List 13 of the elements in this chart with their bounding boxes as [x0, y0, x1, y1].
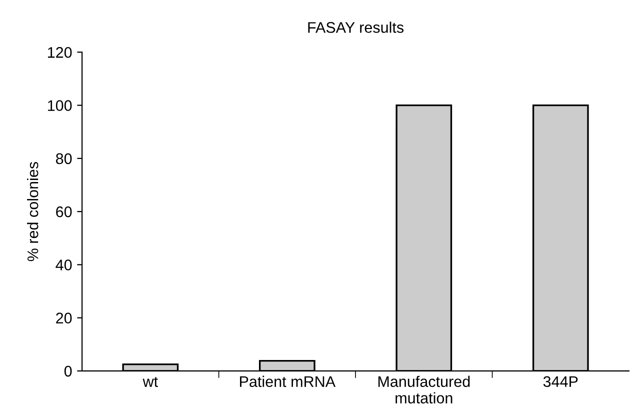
x-tick-label: Manufactured mutation — [378, 376, 470, 404]
y-tick-label: 60 — [56, 206, 72, 218]
x-tick-label: wt — [142, 377, 158, 387]
y-tick-label: 0 — [64, 366, 72, 377]
y-tick-label: 120 — [48, 47, 72, 58]
y-tick-label: 80 — [56, 153, 72, 164]
y-tick-label: 100 — [48, 100, 72, 111]
chart-title: FASAY results — [308, 22, 404, 33]
y-tick-label: 40 — [56, 260, 72, 270]
y-axis-title: % red colonies — [27, 162, 38, 262]
x-tick-label: Patient mRNA — [240, 376, 336, 388]
x-tick-label: 344P — [543, 376, 578, 388]
y-tick-label: 20 — [56, 312, 72, 324]
